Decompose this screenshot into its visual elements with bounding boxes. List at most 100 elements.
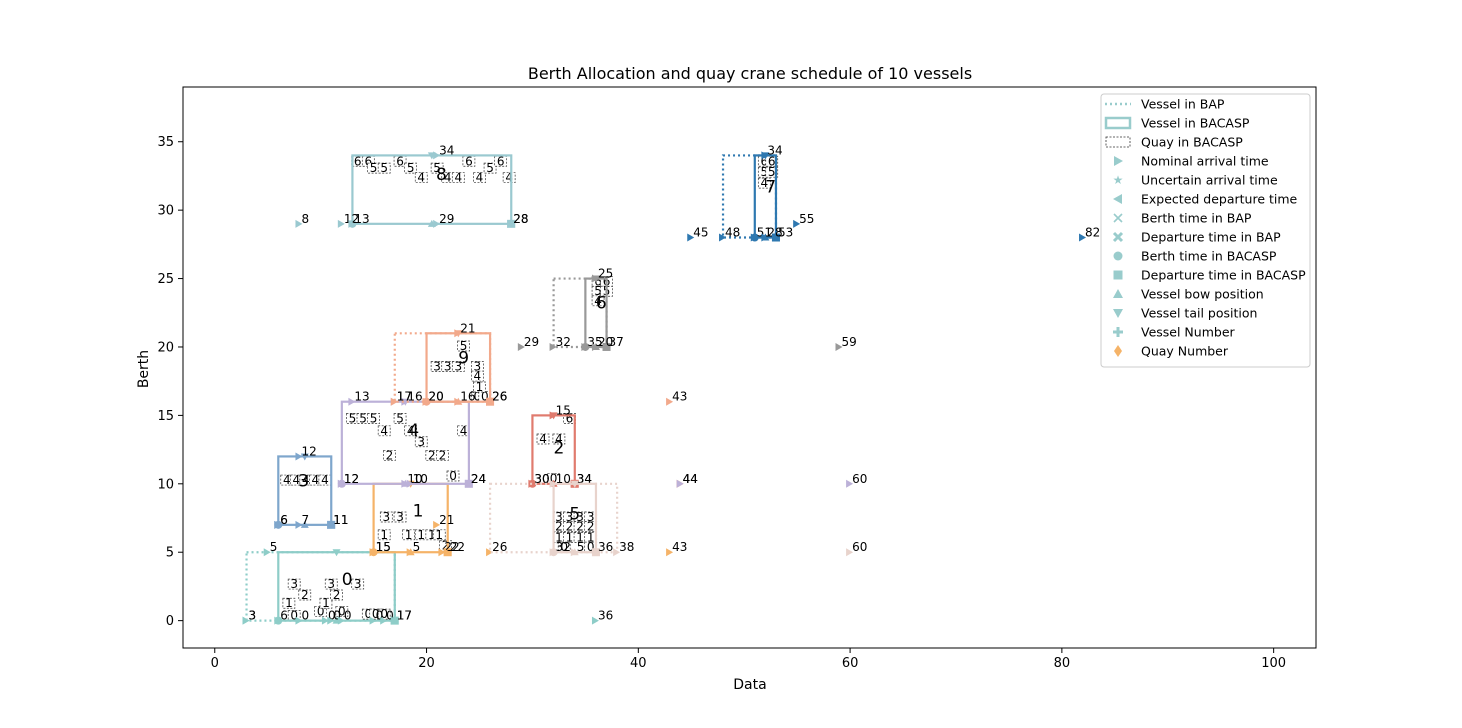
- quay-cell: [369, 608, 383, 620]
- quay-cell-label: 0: [364, 607, 372, 621]
- quay-cell: [404, 425, 418, 437]
- quay-cell-label: 1: [285, 596, 293, 610]
- arrival-marker: [549, 342, 557, 351]
- quay-cell: [446, 470, 460, 482]
- point-label: 13: [354, 390, 369, 404]
- quay-cell: [430, 162, 444, 174]
- quay-cell-label: 6: [768, 154, 776, 168]
- quay-cell: [309, 474, 322, 486]
- legend-entry: Quay in BACASP: [1105, 135, 1243, 150]
- arrival-marker: [433, 151, 441, 160]
- y-axis-label: Berth: [136, 350, 152, 388]
- point-label: 15: [556, 403, 571, 417]
- tail-marker: [332, 549, 341, 557]
- vessel-number-label: 5: [569, 504, 580, 524]
- point-label: 17: [397, 390, 412, 404]
- quay-cell-label: 3: [382, 510, 390, 524]
- quay-cell-label: 2: [301, 588, 309, 602]
- point-label: 10: [413, 472, 428, 486]
- quay-cell-label: 3: [433, 360, 441, 374]
- y-tick-label: 35: [157, 135, 174, 150]
- arrival-marker: [846, 548, 854, 557]
- quay-cell-label: 4: [460, 424, 468, 438]
- point-label: 0: [333, 609, 341, 623]
- quay-cell: [377, 162, 391, 174]
- quay-cell-label: 3: [417, 435, 425, 449]
- legend-entry: Departure time in BAP: [1112, 230, 1281, 245]
- point-label: 0: [344, 609, 352, 623]
- quay-cell: [552, 433, 566, 445]
- arrival-marker: [348, 397, 356, 406]
- legend-label: Berth time in BAP: [1141, 211, 1252, 226]
- quay-cell-label: 0: [481, 390, 489, 404]
- point-label: 6: [280, 609, 288, 623]
- quay-cell: [591, 295, 605, 307]
- quay-cell-label: 2: [587, 520, 595, 534]
- vessel-number-label: 1: [413, 502, 424, 522]
- quay-cell-label: 0: [550, 472, 558, 486]
- point-label: 60: [852, 540, 867, 554]
- quay-cell-label: 5: [349, 411, 357, 425]
- quay-cell-label: 4: [505, 171, 513, 185]
- point-label: 10: [556, 472, 571, 486]
- point-label: 43: [672, 540, 687, 554]
- quay-cell: [414, 436, 428, 448]
- quay-cell-label: 5: [460, 339, 468, 353]
- quay-cell-label: 1: [405, 528, 413, 542]
- quay-cell: [451, 361, 465, 372]
- point-label: 20: [429, 390, 444, 404]
- quay-cell-label: 2: [576, 520, 584, 534]
- quay-cell: [573, 532, 587, 543]
- quay-cell: [457, 425, 470, 437]
- arrival-marker: [422, 397, 430, 406]
- quay-cell-label: 5: [594, 284, 602, 298]
- quay-cell-label: 4: [539, 432, 547, 446]
- quay-cell-label: 4: [444, 171, 452, 185]
- arrival-marker: [295, 452, 303, 461]
- arrival-marker: [274, 520, 282, 529]
- arrival-marker: [793, 219, 801, 228]
- quay-cell: [441, 172, 455, 184]
- quay-cell: [536, 433, 550, 445]
- quay-cell-label: 4: [474, 369, 482, 383]
- point-label: 3: [249, 609, 257, 623]
- point-label: 25: [598, 267, 613, 281]
- quay-cell-label: 6: [594, 275, 602, 289]
- arrival-marker: [321, 616, 329, 625]
- point-label: 60: [852, 472, 867, 486]
- quay-cell-label: 4: [302, 473, 310, 487]
- quay-cell: [573, 521, 587, 532]
- quay-cell-label: 1: [435, 528, 443, 542]
- arrival-marker: [337, 479, 345, 488]
- quay-cell: [425, 450, 439, 461]
- quay-cell: [367, 162, 380, 174]
- quay-cell-label: 1: [380, 528, 388, 542]
- arrival-marker: [295, 520, 303, 529]
- vessel-number-label: 4: [408, 421, 419, 441]
- legend-x-filled-icon: [1112, 231, 1124, 243]
- quay-cell: [584, 521, 598, 532]
- quay-cell: [404, 162, 418, 174]
- point-label: 17: [397, 609, 412, 623]
- quay-cell: [282, 597, 296, 609]
- quay-cell: [414, 172, 428, 184]
- point-label: 12: [344, 472, 359, 486]
- quay-cell-label: 0: [474, 390, 482, 404]
- arrival-marker: [274, 616, 282, 625]
- quay-cell: [324, 578, 338, 590]
- quay-cell: [335, 606, 349, 617]
- quay-cell: [393, 511, 407, 523]
- quay-cell-label: 4: [283, 473, 291, 487]
- quay-cell-label: 4: [292, 473, 300, 487]
- quay-cell-label: 3: [587, 510, 595, 524]
- point-label: 11: [333, 513, 348, 527]
- quay-cell: [414, 529, 428, 541]
- point-label: 12: [344, 472, 359, 486]
- legend-entry: Berth time in BAP: [1113, 211, 1252, 226]
- point-label: 5: [577, 540, 585, 554]
- point-label: 34: [577, 472, 592, 486]
- arrival-marker: [581, 342, 589, 351]
- quay-cell-label: 4: [761, 176, 769, 190]
- x-tick-label: 20: [418, 656, 435, 671]
